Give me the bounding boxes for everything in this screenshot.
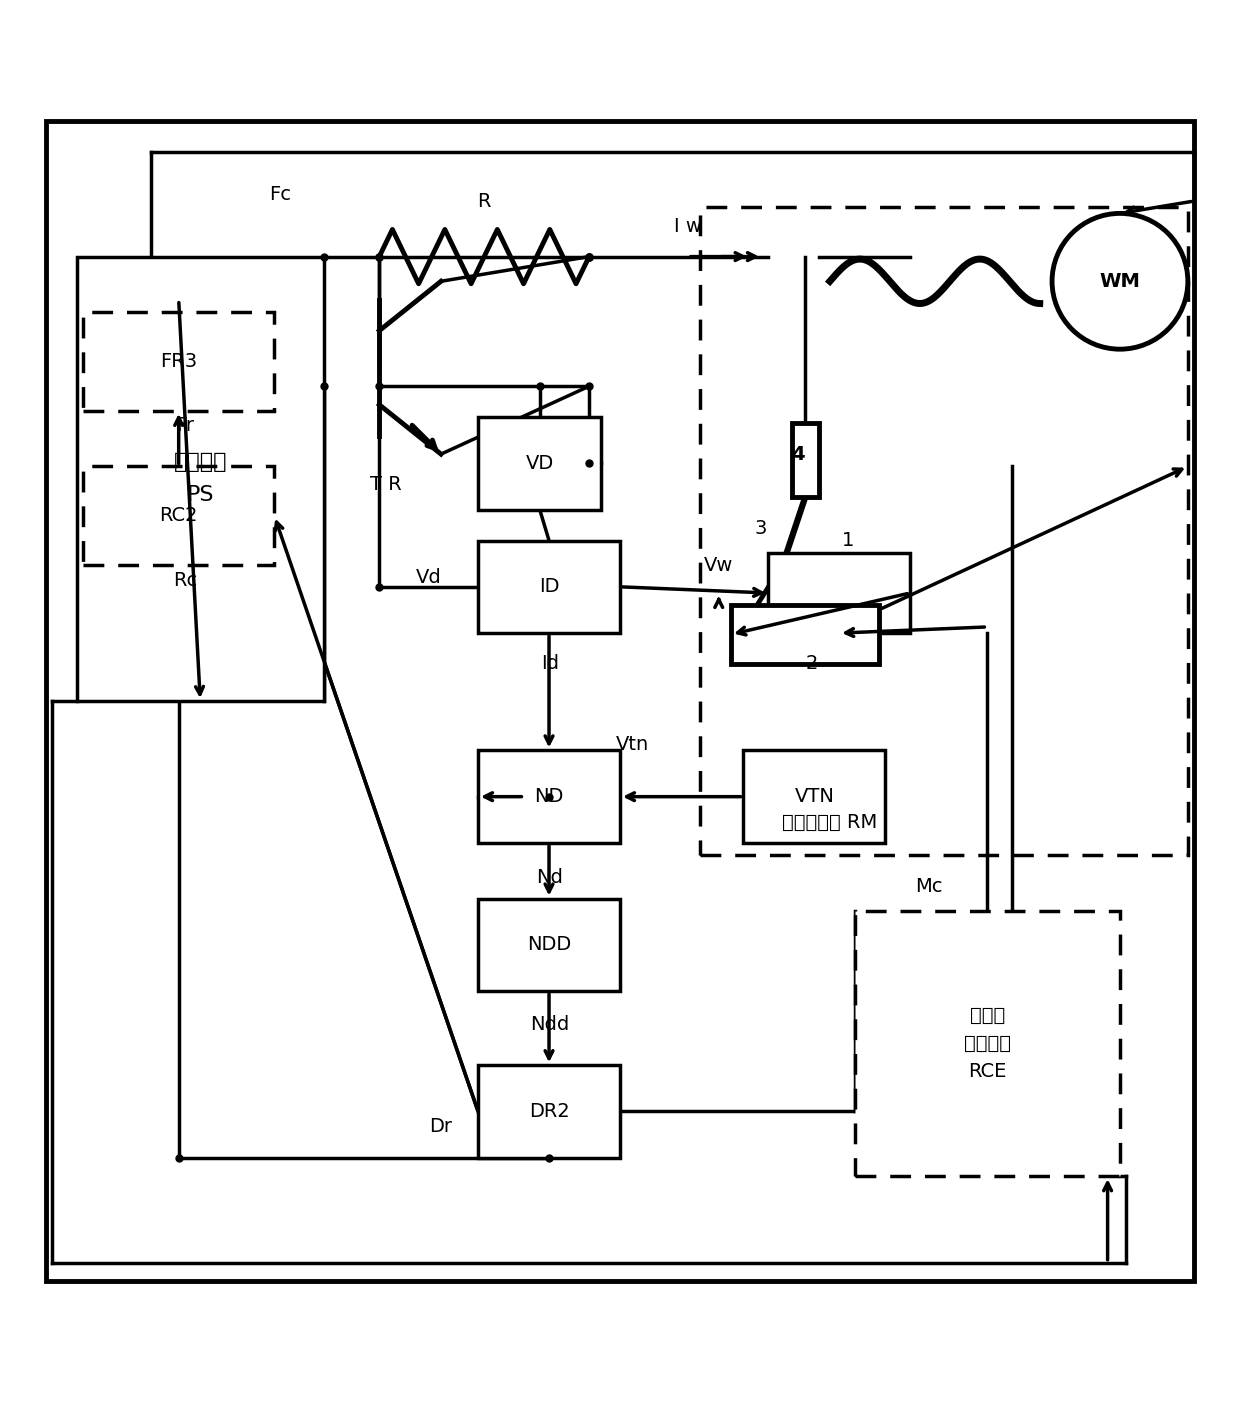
Text: T R: T R — [370, 475, 402, 495]
Bar — [744, 750, 885, 843]
Text: NDD: NDD — [527, 935, 572, 955]
Text: 3: 3 — [754, 519, 766, 538]
Bar — [768, 552, 910, 634]
Text: VD: VD — [526, 454, 554, 472]
Text: 机器人
控制装置
RCE: 机器人 控制装置 RCE — [963, 1007, 1011, 1081]
Text: 1: 1 — [842, 531, 854, 550]
Polygon shape — [744, 578, 805, 627]
Text: 焊接电源
PS: 焊接电源 PS — [174, 453, 227, 505]
Text: Ndd: Ndd — [529, 1015, 569, 1033]
Bar — [479, 416, 601, 510]
Bar — [701, 207, 1188, 855]
Text: Nd: Nd — [536, 868, 563, 887]
Circle shape — [1052, 213, 1188, 349]
Text: Mc: Mc — [915, 876, 942, 896]
Bar — [854, 911, 1120, 1176]
Text: 机器人本体 RM: 机器人本体 RM — [782, 813, 878, 831]
Text: Id: Id — [541, 655, 559, 673]
Text: Rc: Rc — [174, 571, 197, 589]
Text: Dr: Dr — [429, 1117, 453, 1137]
Text: R: R — [477, 192, 491, 210]
Text: Fc: Fc — [269, 185, 291, 205]
Text: Vd: Vd — [415, 568, 441, 587]
Text: Vtn: Vtn — [616, 735, 649, 754]
Bar — [83, 467, 274, 565]
Bar — [479, 750, 620, 843]
Bar — [77, 257, 324, 701]
Text: I w: I w — [675, 217, 702, 237]
Text: FR3: FR3 — [160, 352, 197, 372]
Bar — [83, 313, 274, 411]
Text: Vw: Vw — [704, 555, 733, 575]
Bar — [479, 541, 620, 634]
Text: VTN: VTN — [795, 787, 835, 806]
Text: DR2: DR2 — [528, 1102, 569, 1122]
Text: WM: WM — [1100, 272, 1141, 290]
Text: RC2: RC2 — [160, 506, 198, 526]
Text: ND: ND — [534, 787, 564, 806]
Text: ID: ID — [538, 578, 559, 596]
Bar — [479, 1066, 620, 1158]
Text: Fr: Fr — [176, 416, 195, 435]
Text: 2: 2 — [805, 655, 817, 673]
Bar — [479, 899, 620, 991]
Bar — [791, 423, 818, 498]
Bar — [732, 604, 879, 665]
Text: 4: 4 — [791, 444, 805, 464]
